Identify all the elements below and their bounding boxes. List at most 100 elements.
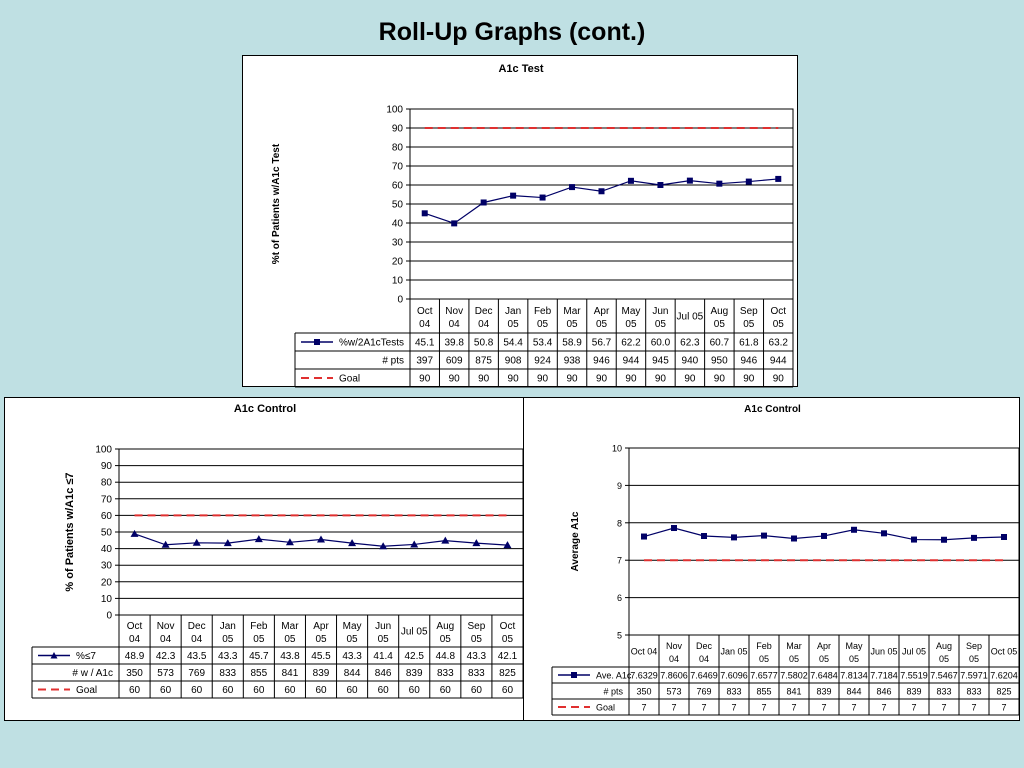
x-category-label: Feb: [756, 641, 772, 651]
x-category-label: 05: [625, 319, 637, 330]
x-category-label: 04: [191, 634, 203, 645]
x-category-label: 05: [222, 634, 234, 645]
x-category-label: Feb: [534, 306, 552, 317]
table-cell-value: 945: [652, 356, 669, 367]
legend-series-name: Ave. A1c: [596, 671, 632, 681]
y-tick-label: 30: [101, 561, 113, 572]
x-category-label: Jan 05: [720, 647, 747, 657]
x-category-label: Apr: [313, 621, 329, 632]
data-point-marker: [161, 540, 170, 548]
table-cell-value: 7: [641, 703, 646, 713]
x-category-label: Apr: [594, 306, 610, 317]
data-point-marker: [223, 539, 232, 547]
table-cell-value: 833: [936, 687, 951, 697]
data-point-marker: [657, 182, 664, 188]
table-cell-value: 90: [655, 374, 667, 385]
table-cell-value: 60.0: [651, 338, 671, 349]
x-category-label: Aug: [710, 306, 728, 317]
table-cell-value: 63.2: [769, 338, 789, 349]
y-tick-label: 0: [106, 611, 112, 622]
table-cell-value: 45.1: [415, 338, 435, 349]
table-cell-value: 7.5802: [780, 671, 808, 681]
y-tick-label: 20: [101, 577, 113, 588]
data-point-marker: [254, 535, 263, 543]
a1c-control-percent-chart: A1c Control % of Patients w/A1c ≤7 0 10 20 30…: [31, 403, 524, 699]
table-cell-value: 833: [726, 687, 741, 697]
data-point-marker: [941, 536, 947, 543]
table-cell-value: 50.8: [474, 338, 494, 349]
table-cell-value: 43.3: [342, 651, 362, 662]
table-cell-value: 846: [876, 687, 891, 697]
legend-key-marker: [314, 339, 320, 345]
table-cell-value: 42.1: [498, 651, 518, 662]
table-cell-value: 43.5: [187, 651, 207, 662]
legend-series-name: Goal: [339, 374, 360, 385]
x-category-label: 05: [969, 654, 979, 664]
table-cell-value: 58.9: [562, 338, 582, 349]
data-point-marker: [410, 540, 419, 548]
y-axis-label: Average A1c: [570, 511, 581, 571]
data-point-marker: [348, 539, 357, 547]
a1c-test-chart: A1c Test %t of Patients w/A1c Test 0 10 20 30…: [271, 63, 794, 388]
data-point-marker: [317, 535, 325, 543]
data-point-marker: [130, 529, 139, 537]
table-cell-value: 7: [761, 703, 766, 713]
x-category-label: Jan: [220, 621, 236, 632]
x-category-label: 04: [699, 654, 709, 664]
y-tick-label: 100: [95, 445, 112, 456]
x-category-label: 05: [508, 319, 520, 330]
table-cell-value: 62.3: [680, 338, 700, 349]
table-cell-value: 90: [419, 374, 431, 385]
x-category-label: 05: [347, 634, 359, 645]
table-cell-value: 924: [534, 356, 551, 367]
table-cell-value: 54.4: [503, 338, 523, 349]
x-category-label: 05: [743, 319, 755, 330]
table-row-label: # pts: [603, 687, 623, 697]
y-tick-label: 40: [392, 219, 404, 230]
a1c-control-average-chart-panel: A1c Control Average A1c 5 6 7 8 9 10 Oct 04 Nov 04…: [523, 397, 1020, 721]
y-tick-label: 8: [617, 518, 622, 528]
y-tick-label: 10: [392, 276, 404, 287]
table-cell-value: 7: [971, 703, 976, 713]
y-axis-label: %t of Patients w/A1c Test: [271, 143, 282, 264]
data-point-marker: [911, 536, 917, 543]
table-cell-value: 573: [157, 668, 174, 679]
table-cell-value: 60: [440, 685, 452, 696]
table-cell-value: 875: [475, 356, 492, 367]
chart-title: A1c Control: [744, 404, 801, 415]
x-category-label: Aug: [436, 621, 454, 632]
table-cell-value: 60: [378, 685, 390, 696]
x-category-label: Mar: [786, 641, 802, 651]
legend-series-name: %w/2A1cTests: [339, 338, 404, 349]
y-tick-label: 9: [617, 481, 622, 491]
table-cell-value: 7: [731, 703, 736, 713]
y-tick-label: 6: [617, 593, 622, 603]
table-cell-value: 855: [756, 687, 771, 697]
y-tick-label: 7: [617, 556, 622, 566]
table-row-label: # w / A1c: [72, 668, 113, 679]
x-category-label: 05: [819, 654, 829, 664]
x-category-label: Dec: [475, 306, 493, 317]
table-cell-value: 44.8: [436, 651, 456, 662]
table-cell-value: 950: [711, 356, 728, 367]
table-cell-value: 7.5971: [960, 671, 988, 681]
table-cell-value: 825: [499, 668, 516, 679]
a1c-control-average-chart: A1c Control Average A1c 5 6 7 8 9 10 Oct 04 Nov 04…: [551, 404, 1020, 716]
table-cell-value: 7.6329: [630, 671, 658, 681]
table-cell-value: 7.8134: [840, 671, 868, 681]
y-tick-label: 90: [101, 461, 113, 472]
data-point-marker: [791, 535, 797, 542]
x-category-label: 05: [759, 654, 769, 664]
legend-series-name: Goal: [76, 685, 97, 696]
y-tick-label: 30: [392, 238, 404, 249]
data-point-marker: [539, 194, 546, 201]
x-category-label: Aug: [936, 641, 952, 651]
data-point-marker: [971, 534, 977, 541]
table-cell-value: 90: [449, 374, 461, 385]
table-cell-value: 90: [566, 374, 578, 385]
x-category-label: 04: [129, 634, 141, 645]
table-cell-value: 844: [344, 668, 361, 679]
chart-title: A1c Control: [234, 403, 296, 415]
x-category-label: Nov: [157, 621, 175, 632]
table-cell-value: 769: [188, 668, 205, 679]
